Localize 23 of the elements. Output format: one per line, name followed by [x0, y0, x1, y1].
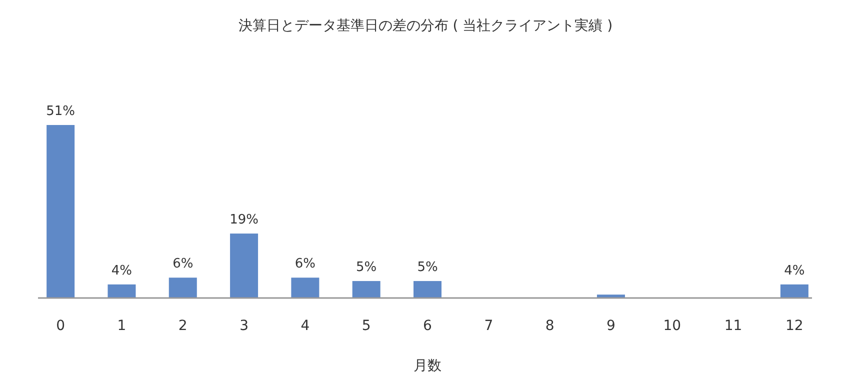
data-label: 19%: [230, 212, 258, 228]
x-tick-label: 4: [300, 318, 310, 334]
chart-title: 決算日とデータ基準日の差の分布 ( 当社クライアント実績 ): [238, 18, 613, 34]
x-tick-label: 9: [606, 318, 616, 334]
x-tick-label: 10: [663, 318, 682, 334]
data-label: 6%: [294, 256, 316, 272]
x-tick-label: 3: [240, 318, 248, 334]
data-label: 51%: [46, 104, 76, 119]
x-tick-label: 6: [423, 318, 432, 334]
x-tick-label: 5: [362, 318, 371, 334]
x-tick-label: 8: [545, 318, 554, 334]
data-label: 4%: [784, 263, 805, 278]
x-tick-label: 12: [786, 318, 804, 334]
data-label: 6%: [172, 256, 194, 272]
x-tick-label: 1: [117, 318, 126, 334]
data-label: 4%: [111, 263, 132, 278]
data-label: 5%: [417, 260, 438, 276]
data-label: 5%: [356, 260, 377, 276]
x-axis-title: 月数: [414, 358, 442, 374]
x-tick-label: 11: [724, 318, 742, 334]
x-tick-label: 7: [484, 318, 494, 334]
x-tick-label: 2: [178, 318, 188, 334]
x-tick-label: 0: [56, 318, 66, 334]
